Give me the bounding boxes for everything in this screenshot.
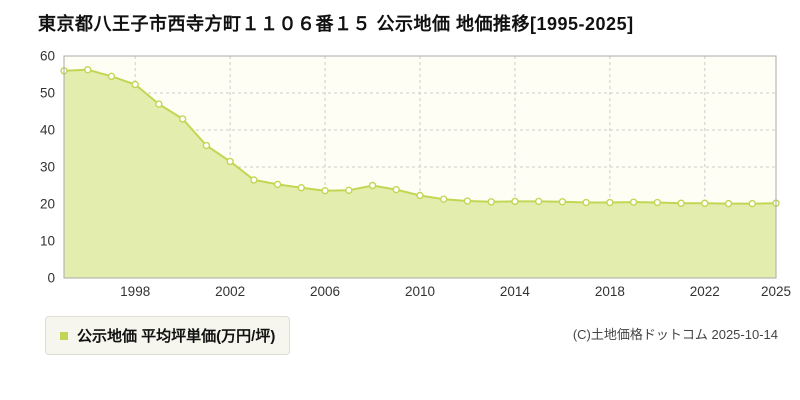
data-point-markers — [60, 65, 780, 208]
plot-border — [63, 55, 777, 279]
legend-series-marker-icon — [60, 331, 68, 340]
svg-text:2006: 2006 — [310, 284, 340, 299]
chart-title: 東京都八王子市西寺方町１１０６番１５ 公示地価 地価推移[1995-2025] — [38, 14, 634, 34]
y-axis-labels: 0 10 20 30 40 50 60 — [40, 49, 55, 286]
svg-text:40: 40 — [40, 123, 55, 138]
svg-text:2014: 2014 — [500, 284, 531, 299]
svg-text:2025: 2025 — [761, 284, 791, 299]
legend: 公示地価 平均坪単価(万円/坪) — [45, 316, 291, 355]
svg-text:50: 50 — [40, 86, 55, 101]
svg-text:10: 10 — [40, 234, 55, 249]
svg-text:20: 20 — [40, 197, 55, 212]
x-axis-labels: 1998 2002 2006 2010 2014 2018 2022 2025 — [120, 284, 791, 299]
svg-text:2018: 2018 — [595, 284, 625, 299]
svg-text:2022: 2022 — [690, 284, 720, 299]
svg-text:60: 60 — [40, 49, 55, 64]
svg-text:2010: 2010 — [405, 284, 435, 299]
svg-text:0: 0 — [47, 271, 55, 286]
svg-text:1998: 1998 — [120, 284, 150, 299]
copyright-text: (C)土地価格ドットコム 2025-10-14 — [572, 327, 778, 342]
svg-text:30: 30 — [40, 160, 55, 175]
svg-text:2002: 2002 — [215, 284, 245, 299]
legend-label: 公示地価 平均坪単価(万円/坪) — [77, 328, 276, 345]
